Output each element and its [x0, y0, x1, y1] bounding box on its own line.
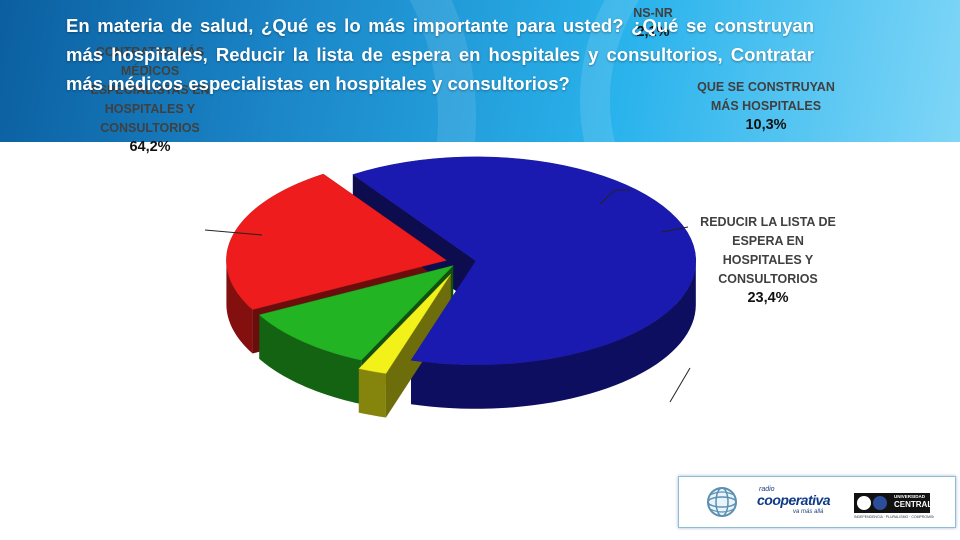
slice-label-line: CONTRATAR MÁS — [95, 45, 205, 59]
slice-construyan — [258, 265, 454, 361]
slice-label-reducir: REDUCIR LA LISTA DE ESPERA EN HOSPITALES… — [686, 213, 850, 308]
pie-chart — [204, 156, 697, 418]
slice-outer-wall — [411, 260, 696, 409]
slice-label-nsnr: NS-NR 2,1% — [618, 4, 688, 42]
leader-line — [661, 226, 689, 233]
slice-value-contratar: 64,2% — [129, 139, 171, 155]
globe-icon — [707, 487, 737, 517]
slice-outer-wall — [259, 314, 362, 405]
slice-label-line: MÁS HOSPITALES — [710, 99, 822, 113]
leader-line — [204, 229, 263, 236]
leader-line — [599, 189, 630, 205]
slice-outer-wall — [358, 368, 386, 418]
slice-label-line: HOSPITALES Y — [722, 253, 814, 267]
header-banner: En materia de salud, ¿Qué es lo más impo… — [0, 0, 960, 142]
slice-label-line: CONSULTORIOS — [100, 121, 200, 135]
radio-logo-name: cooperativa — [757, 492, 831, 508]
university-line1: UNIVERSIDAD — [894, 494, 926, 499]
radio-logo-tagline: va más allá — [793, 509, 824, 515]
leader-line — [669, 367, 691, 403]
slice-reducir — [226, 173, 447, 310]
slice-label-contratar: CONTRATAR MÁS MÉDICOS ESPECIALISTAS EN H… — [70, 43, 230, 157]
university-emblem-icon — [873, 496, 887, 510]
university-logo: UNIVERSIDAD CENTRAL — [854, 493, 933, 513]
radio-logo-small: radio — [759, 486, 775, 493]
university-line2: CENTRAL — [894, 500, 933, 509]
slice-label-line: ESPECIALISTAS EN — [90, 83, 210, 97]
university-tagline: INDEPENDENCIA · PLURALISMO · COMPROMISO — [854, 515, 934, 519]
slice-contratar — [352, 156, 697, 366]
slice-nsnr — [358, 273, 451, 374]
slice-label-line: MÉDICOS — [120, 64, 180, 78]
slice-value-reducir: 23,4% — [747, 290, 789, 306]
slice-outer-wall — [226, 260, 253, 354]
slice-label-line: HOSPITALES Y — [104, 102, 196, 116]
slice-label-line: CONSULTORIOS — [718, 272, 818, 286]
university-emblem-icon — [857, 496, 871, 510]
question-title: En materia de salud, ¿Qué es lo más impo… — [66, 15, 814, 94]
footer-logos: radio cooperativa va más allá UNIVERSIDA… — [678, 476, 956, 528]
slice-label-line: NS-NR — [633, 6, 673, 20]
slice-value-nsnr: 2,1% — [636, 24, 670, 40]
slice-label-line: ESPERA EN — [732, 234, 804, 248]
slice-label-line: QUE SE CONSTRUYAN — [697, 80, 835, 94]
slice-label-construyan: QUE SE CONSTRUYAN MÁS HOSPITALES 10,3% — [686, 78, 846, 135]
slice-value-construyan: 10,3% — [745, 117, 787, 133]
slice-label-line: REDUCIR LA LISTA DE — [700, 215, 836, 229]
